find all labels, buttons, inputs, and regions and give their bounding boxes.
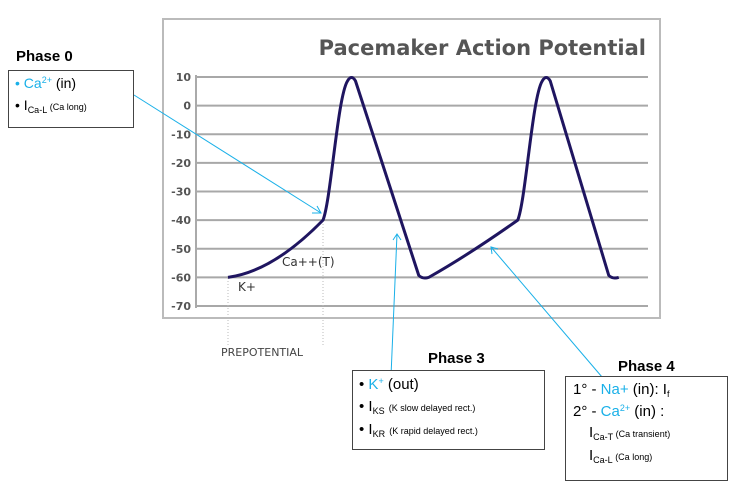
y-tick-label: 0 — [183, 100, 191, 113]
chart-title: Pacemaker Action Potential — [319, 36, 646, 60]
y-tick-label: -30 — [171, 186, 191, 199]
phase3-line3: • IKR (K rapid delayed rect.) — [359, 421, 478, 439]
y-tick-label: -10 — [171, 128, 191, 141]
phase0-line2: • ICa-L (Ca long) — [15, 97, 87, 115]
phase4-box: 1° - Na+ (in): If 2° - Ca2+ (in) : ICa-T… — [565, 376, 728, 481]
y-tick-label: -20 — [171, 157, 191, 170]
k-label: K+ — [238, 280, 256, 294]
ca-t-label: Ca++(T) — [282, 255, 335, 269]
prepotential-label: PREPOTENTIAL — [221, 346, 304, 359]
phase3-line2: • IKS (K slow delayed rect.) — [359, 398, 476, 416]
phase0-box: • Ca2+ (in) • ICa-L (Ca long) — [8, 70, 134, 128]
y-tick-label: -40 — [171, 214, 191, 227]
y-tick-label: 10 — [176, 71, 192, 84]
phase0-line1: • Ca2+ (in) — [15, 75, 77, 91]
phase4-line4: ICa-L (Ca long) — [589, 447, 653, 465]
phase3-line1: • K+ (out) — [359, 376, 419, 393]
phase4-title: Phase 4 — [618, 358, 675, 375]
y-tick-label: -50 — [171, 243, 191, 256]
y-tick-label: -60 — [171, 271, 191, 284]
chart-frame — [162, 18, 661, 319]
phase4-arrowhead — [490, 246, 499, 255]
phase4-arrow — [490, 246, 603, 378]
phase0-arrow — [133, 94, 322, 214]
phase4-line3: ICa-T (Ca transient) — [589, 424, 671, 442]
action-potential-curve — [227, 76, 620, 280]
phase0-title: Phase 0 — [16, 48, 73, 65]
phase4-line2: 2° - Ca2+ (in) : — [573, 403, 665, 420]
phase0-arrowhead — [312, 205, 322, 214]
phase3-title: Phase 3 — [428, 350, 485, 367]
phase3-arrowhead — [392, 233, 402, 241]
phase3-arrow — [390, 233, 398, 377]
phase4-line1: 1° - Na+ (in): If — [573, 381, 670, 399]
y-tick-label: -70 — [171, 300, 191, 313]
phase3-box: • K+ (out) • IKS (K slow delayed rect.) … — [352, 370, 545, 450]
